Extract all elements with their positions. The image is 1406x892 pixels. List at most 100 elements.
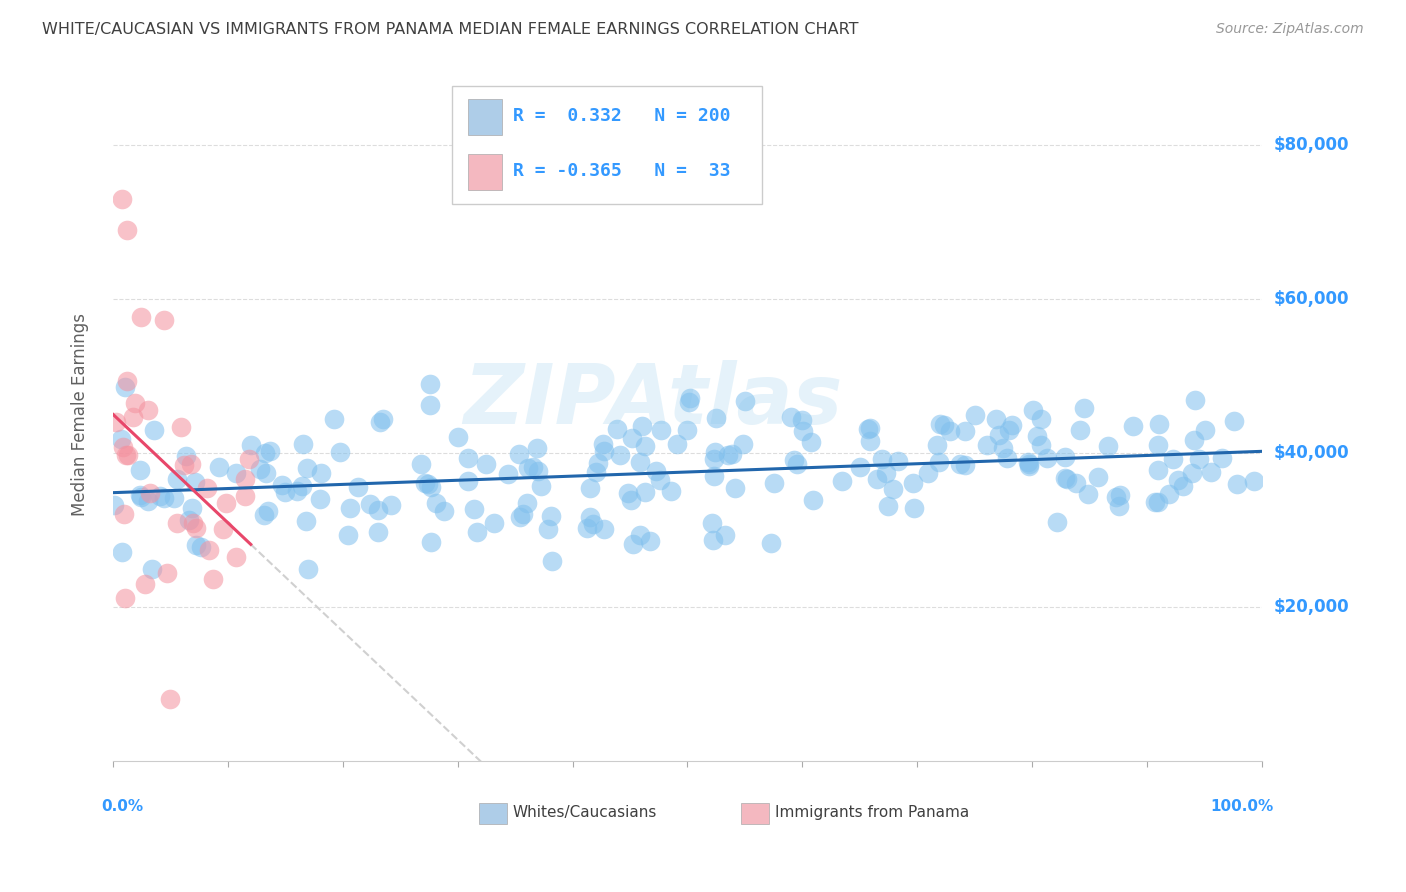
Point [993, 441, 1015, 455]
Point [792, 413, 814, 427]
Point [128, 488, 150, 502]
Point [780, 410, 803, 425]
Point [1182, 433, 1205, 447]
Text: $20,000: $20,000 [1274, 599, 1348, 616]
Point [273, 485, 295, 500]
Point [496, 467, 519, 482]
Point [800, 435, 823, 450]
Point [136, 402, 159, 417]
Point [1147, 438, 1170, 452]
Point [465, 525, 488, 540]
Point [700, 516, 723, 530]
Point [1056, 472, 1078, 486]
Point [254, 466, 277, 480]
Point [159, 692, 181, 706]
Point [1188, 452, 1211, 467]
Point [917, 466, 939, 480]
Point [115, 223, 138, 237]
Point [512, 507, 534, 521]
Point [934, 417, 956, 432]
Point [114, 591, 136, 606]
Text: 100.0%: 100.0% [1211, 799, 1274, 814]
Point [650, 423, 672, 437]
Point [578, 481, 600, 495]
FancyBboxPatch shape [468, 154, 502, 190]
Point [103, 498, 125, 512]
Point [714, 527, 737, 541]
Point [184, 538, 207, 552]
Point [1149, 417, 1171, 431]
Text: WHITE/CAUCASIAN VS IMMIGRANTS FROM PANAMA MEDIAN FEMALE EARNINGS CORRELATION CHA: WHITE/CAUCASIAN VS IMMIGRANTS FROM PANAM… [42, 22, 859, 37]
Point [1087, 469, 1109, 483]
Point [734, 393, 756, 408]
Point [1143, 495, 1166, 509]
Point [271, 477, 294, 491]
Point [240, 438, 263, 452]
Point [630, 528, 652, 542]
Point [285, 484, 308, 499]
Point [640, 533, 662, 548]
Point [588, 456, 610, 470]
Point [955, 458, 977, 472]
Point [1053, 471, 1076, 485]
Point [634, 439, 657, 453]
Point [901, 476, 924, 491]
Point [903, 501, 925, 516]
Point [762, 476, 785, 491]
Point [292, 436, 315, 450]
Point [859, 421, 882, 435]
Point [291, 478, 314, 492]
FancyBboxPatch shape [479, 803, 508, 824]
Point [704, 411, 727, 425]
Point [111, 192, 134, 206]
Point [659, 483, 682, 498]
Point [122, 409, 145, 424]
Point [621, 536, 644, 550]
Point [180, 458, 202, 472]
Point [665, 437, 688, 451]
Point [585, 465, 607, 479]
Point [578, 509, 600, 524]
Point [717, 448, 740, 462]
Text: 0.0%: 0.0% [101, 799, 143, 814]
Point [592, 437, 614, 451]
Point [866, 472, 889, 486]
Point [166, 473, 188, 487]
Point [129, 463, 152, 477]
Point [148, 489, 170, 503]
Text: $60,000: $60,000 [1274, 290, 1348, 309]
Point [235, 472, 257, 486]
Point [1022, 402, 1045, 417]
Point [425, 496, 447, 510]
Point [329, 444, 352, 458]
Point [875, 466, 897, 480]
Point [1167, 473, 1189, 487]
Point [152, 312, 174, 326]
FancyBboxPatch shape [468, 99, 502, 135]
Point [174, 449, 197, 463]
Point [249, 462, 271, 476]
Point [156, 566, 179, 581]
Point [509, 509, 531, 524]
Point [225, 466, 247, 480]
Point [759, 536, 782, 550]
Point [114, 380, 136, 394]
Point [311, 467, 333, 481]
Point [1036, 450, 1059, 465]
Point [225, 550, 247, 565]
FancyBboxPatch shape [741, 803, 769, 824]
Point [1105, 490, 1128, 504]
Point [704, 445, 727, 459]
Point [309, 491, 332, 506]
Point [371, 411, 394, 425]
Point [965, 408, 987, 422]
Point [233, 489, 256, 503]
Point [190, 541, 212, 555]
Point [259, 444, 281, 458]
Point [703, 451, 725, 466]
Point [131, 490, 153, 504]
Point [142, 423, 165, 437]
Point [1018, 458, 1040, 472]
Point [413, 476, 436, 491]
Point [457, 450, 479, 465]
